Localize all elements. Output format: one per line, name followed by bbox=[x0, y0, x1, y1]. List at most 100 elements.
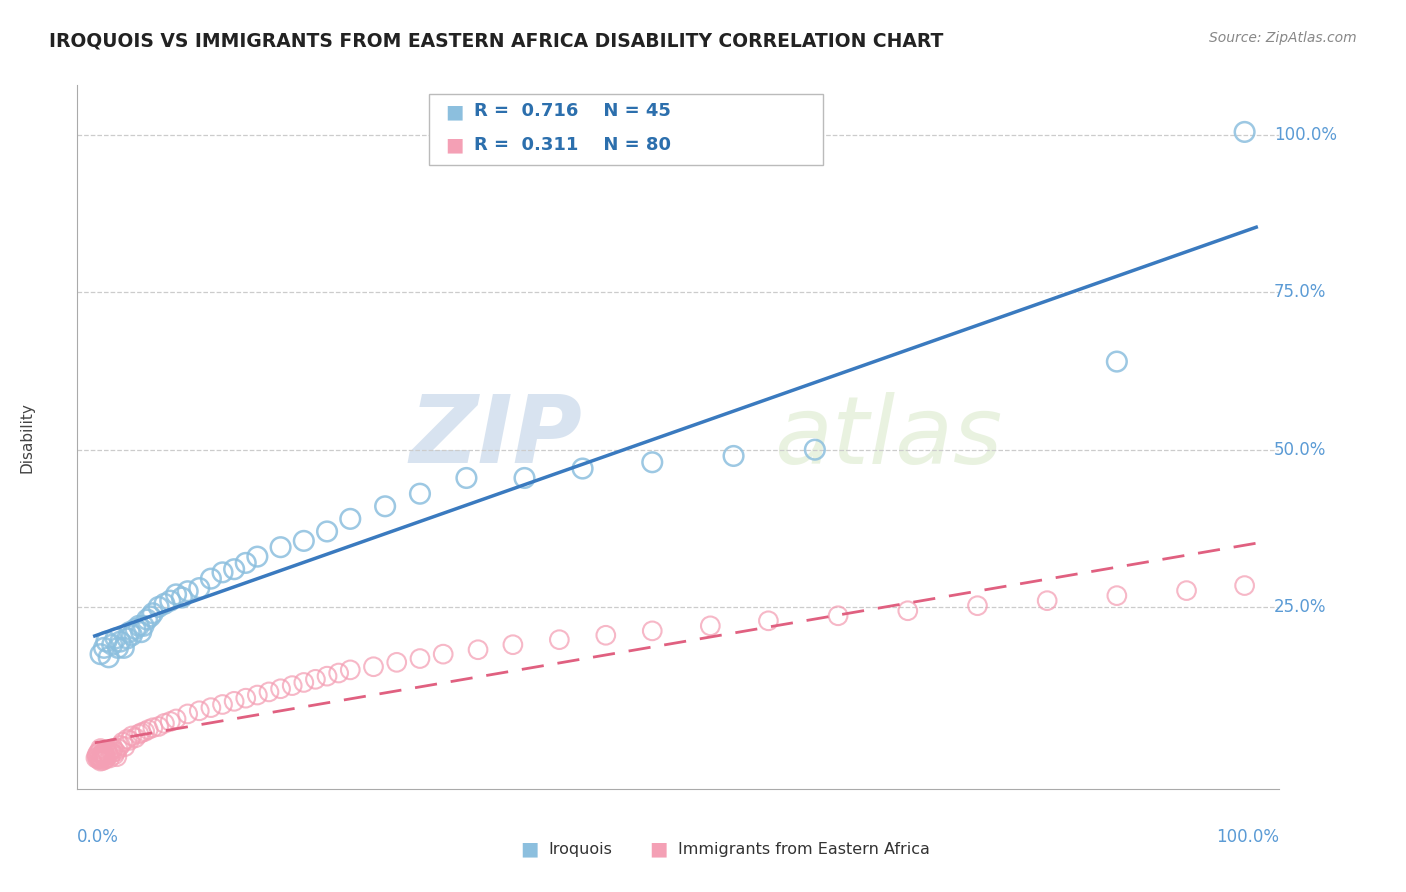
Point bbox=[153, 716, 176, 731]
Point bbox=[114, 739, 136, 754]
Point bbox=[339, 512, 361, 526]
Point bbox=[502, 638, 524, 652]
Point bbox=[97, 747, 120, 762]
Point bbox=[165, 587, 187, 601]
Point bbox=[107, 640, 129, 655]
Text: 50.0%: 50.0% bbox=[1274, 441, 1326, 458]
Point bbox=[87, 752, 110, 766]
Point bbox=[142, 607, 165, 621]
Point bbox=[409, 486, 432, 500]
Point bbox=[432, 647, 454, 661]
Text: ■: ■ bbox=[650, 839, 668, 859]
Point bbox=[93, 745, 115, 759]
Point bbox=[1036, 593, 1059, 607]
Point bbox=[91, 754, 114, 768]
Point bbox=[1105, 589, 1128, 603]
Point bbox=[134, 724, 156, 739]
Point bbox=[699, 619, 721, 633]
Text: ■: ■ bbox=[446, 102, 464, 121]
Point bbox=[292, 533, 315, 548]
Point bbox=[513, 471, 536, 485]
Point bbox=[96, 634, 118, 648]
Text: ZIP: ZIP bbox=[409, 391, 582, 483]
Point bbox=[84, 751, 107, 765]
Point bbox=[200, 572, 222, 586]
Point bbox=[548, 632, 571, 647]
Point bbox=[467, 642, 489, 657]
Point bbox=[188, 581, 211, 595]
Point bbox=[328, 666, 350, 681]
Point bbox=[136, 723, 159, 737]
Point bbox=[91, 746, 114, 760]
Point bbox=[1105, 354, 1128, 368]
Point bbox=[176, 706, 198, 721]
Text: IROQUOIS VS IMMIGRANTS FROM EASTERN AFRICA DISABILITY CORRELATION CHART: IROQUOIS VS IMMIGRANTS FROM EASTERN AFRI… bbox=[49, 31, 943, 50]
Point bbox=[124, 622, 146, 636]
Point bbox=[112, 640, 135, 655]
Point bbox=[103, 747, 125, 762]
Point bbox=[107, 741, 129, 756]
Point bbox=[129, 625, 152, 640]
Point bbox=[723, 449, 745, 463]
Point bbox=[409, 651, 432, 665]
Point bbox=[90, 754, 112, 768]
Point bbox=[96, 743, 118, 757]
Point bbox=[966, 599, 988, 613]
Point bbox=[94, 747, 117, 762]
Point bbox=[90, 752, 112, 766]
Point bbox=[270, 681, 292, 696]
Point bbox=[118, 625, 141, 640]
Point bbox=[104, 632, 127, 646]
Point bbox=[456, 471, 478, 485]
Point bbox=[270, 540, 292, 554]
Point bbox=[281, 679, 304, 693]
Point bbox=[224, 562, 246, 576]
Text: Immigrants from Eastern Africa: Immigrants from Eastern Africa bbox=[678, 842, 929, 856]
Point bbox=[153, 597, 176, 611]
Point bbox=[170, 591, 193, 605]
Point bbox=[385, 656, 408, 670]
Point bbox=[87, 746, 110, 760]
Point bbox=[374, 500, 396, 514]
Point bbox=[128, 619, 150, 633]
Point bbox=[104, 745, 127, 759]
Point bbox=[1233, 578, 1256, 592]
Point bbox=[128, 727, 150, 741]
Point bbox=[89, 749, 111, 764]
Point bbox=[89, 745, 111, 759]
Point bbox=[758, 614, 780, 628]
Point bbox=[804, 442, 827, 457]
Point bbox=[96, 751, 118, 765]
Point bbox=[292, 675, 315, 690]
Point bbox=[363, 659, 385, 673]
Point bbox=[124, 731, 146, 745]
Point bbox=[101, 638, 124, 652]
Point bbox=[93, 749, 115, 764]
Point bbox=[118, 733, 141, 747]
Point bbox=[90, 747, 112, 762]
Text: R =  0.311    N = 80: R = 0.311 N = 80 bbox=[474, 136, 671, 154]
Point bbox=[117, 732, 139, 747]
Point bbox=[159, 714, 181, 729]
Point bbox=[641, 624, 664, 638]
Point bbox=[176, 584, 198, 599]
Point bbox=[148, 719, 170, 733]
Point bbox=[142, 721, 165, 735]
Point bbox=[110, 634, 132, 648]
Point bbox=[90, 647, 112, 661]
Point bbox=[111, 735, 134, 749]
Point bbox=[139, 609, 162, 624]
Text: 25.0%: 25.0% bbox=[1274, 598, 1326, 616]
Point bbox=[121, 729, 143, 743]
Point bbox=[136, 613, 159, 627]
Text: Disability: Disability bbox=[20, 401, 34, 473]
Point bbox=[211, 698, 233, 712]
Point bbox=[121, 628, 143, 642]
Point bbox=[90, 751, 112, 765]
Point bbox=[98, 745, 121, 759]
Text: 100.0%: 100.0% bbox=[1216, 828, 1279, 847]
Text: 100.0%: 100.0% bbox=[1274, 126, 1337, 145]
Point bbox=[93, 640, 115, 655]
Point bbox=[339, 663, 361, 677]
Point bbox=[98, 751, 121, 765]
